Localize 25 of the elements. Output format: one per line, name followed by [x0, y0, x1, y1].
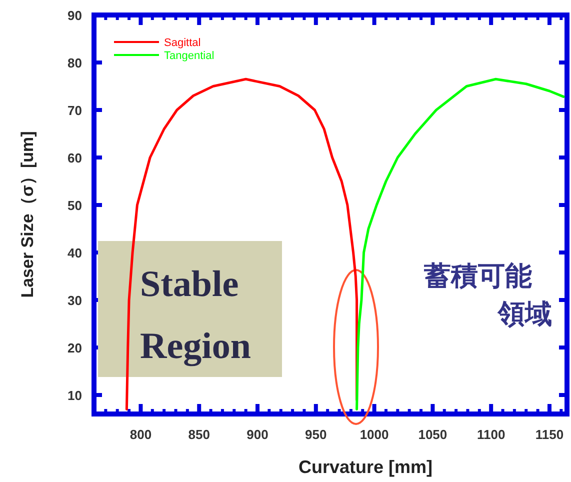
- x-tick-label: 1100: [476, 427, 506, 442]
- y-tick-label: 60: [68, 150, 82, 166]
- x-tick-label: 900: [246, 427, 268, 442]
- x-tick-label: 950: [305, 427, 327, 442]
- x-tick-label: 1000: [360, 427, 389, 442]
- y-axis-title: Laser Size（σ）[um]: [18, 131, 37, 298]
- annotation: Stable Region: [140, 264, 252, 367]
- legend-label: Tangential: [164, 50, 214, 62]
- x-tick-label: 1050: [418, 427, 448, 442]
- y-tick-label: 10: [68, 388, 82, 403]
- x-axis-title: Curvature [mm]: [298, 457, 433, 477]
- x-tick-label: 800: [130, 427, 152, 442]
- y-tick-label: 40: [68, 246, 82, 260]
- annotation: 蓄積可能: [423, 261, 532, 291]
- x-tick-label: 1150: [535, 427, 564, 442]
- y-tick-label: 50: [68, 198, 82, 213]
- y-tick-label: 70: [68, 103, 82, 118]
- annotation-box: Stable Region: [98, 241, 282, 377]
- y-tick-label: 30: [68, 293, 82, 308]
- x-tick-label: 850: [188, 427, 210, 442]
- y-tick-label: 80: [68, 56, 82, 70]
- annotation: 領域: [497, 299, 552, 329]
- legend-label: Sagittal: [164, 37, 201, 49]
- y-tick-label: 20: [68, 340, 82, 356]
- y-tick-label: 90: [68, 8, 82, 23]
